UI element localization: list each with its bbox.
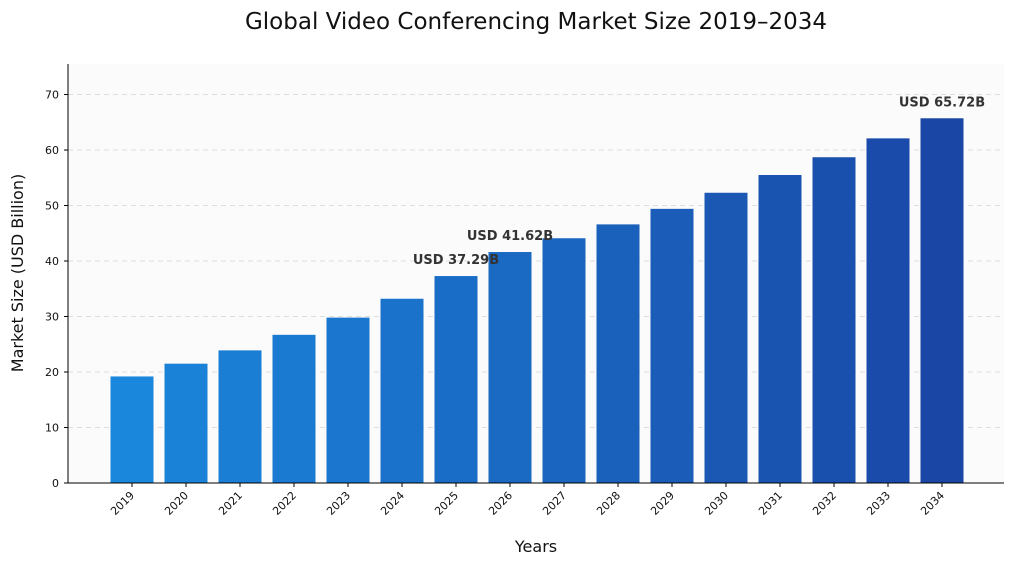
bar-2027	[542, 238, 586, 483]
bar-2031	[758, 174, 802, 483]
bar-2019	[110, 376, 154, 483]
data-label-2025: USD 37.29B	[413, 253, 499, 268]
bars-group	[110, 118, 964, 484]
x-axis-label: Years	[514, 537, 557, 556]
axes-group	[67, 64, 1004, 484]
y-tick-label: 60	[45, 144, 59, 157]
x-tick-label: 2032	[810, 489, 839, 518]
bar-2024	[380, 298, 424, 483]
y-tick-label: 70	[45, 89, 59, 102]
x-tick-label: 2019	[108, 489, 137, 518]
x-tick-label: 2030	[702, 489, 731, 518]
y-axis-ticks: 0 10 20 30 40 50 60 70	[45, 89, 68, 490]
bar-2021	[218, 350, 262, 483]
bar-2023	[326, 317, 370, 483]
bar-2028	[596, 224, 640, 483]
chart-title: Global Video Conferencing Market Size 20…	[245, 9, 827, 35]
x-axis-ticks: 2019 2020 2021 2022 2023 2024 2025 2026 2027 2028…	[108, 483, 947, 518]
data-label-2034: USD 65.72B	[899, 95, 985, 110]
y-tick-label: 50	[45, 200, 59, 213]
y-axis-label: Market Size (USD Billion)	[8, 174, 27, 372]
y-tick-label: 20	[45, 366, 59, 379]
bar-2022	[272, 334, 316, 483]
bar-2026	[488, 252, 532, 483]
x-tick-label: 2022	[270, 489, 299, 518]
data-label-2026: USD 41.62B	[467, 229, 553, 244]
x-tick-label: 2027	[540, 489, 569, 518]
x-tick-label: 2021	[216, 489, 245, 518]
plot-area	[68, 64, 1004, 483]
y-tick-label: 0	[52, 477, 59, 490]
x-tick-label: 2026	[486, 489, 515, 518]
y-tick-label: 10	[45, 422, 59, 435]
bar-2020	[164, 363, 208, 483]
bar-2029	[650, 208, 694, 483]
annotations-group: USD 37.29B USD 41.62B USD 65.72B	[413, 95, 985, 268]
bar-2034	[920, 118, 964, 484]
x-tick-label: 2031	[756, 489, 785, 518]
x-tick-label: 2029	[648, 489, 677, 518]
bar-2032	[812, 157, 856, 483]
y-tick-label: 40	[45, 255, 59, 268]
bar-2030	[704, 192, 748, 483]
bar-2033	[866, 138, 910, 483]
x-tick-label: 2020	[162, 489, 191, 518]
y-tick-label: 30	[45, 311, 59, 324]
x-tick-label: 2034	[918, 489, 947, 518]
x-tick-label: 2028	[594, 489, 623, 518]
bar-2025	[434, 276, 478, 483]
x-tick-label: 2023	[324, 489, 353, 518]
x-tick-label: 2033	[864, 489, 893, 518]
x-tick-label: 2025	[432, 489, 461, 518]
x-tick-label: 2024	[378, 489, 407, 518]
